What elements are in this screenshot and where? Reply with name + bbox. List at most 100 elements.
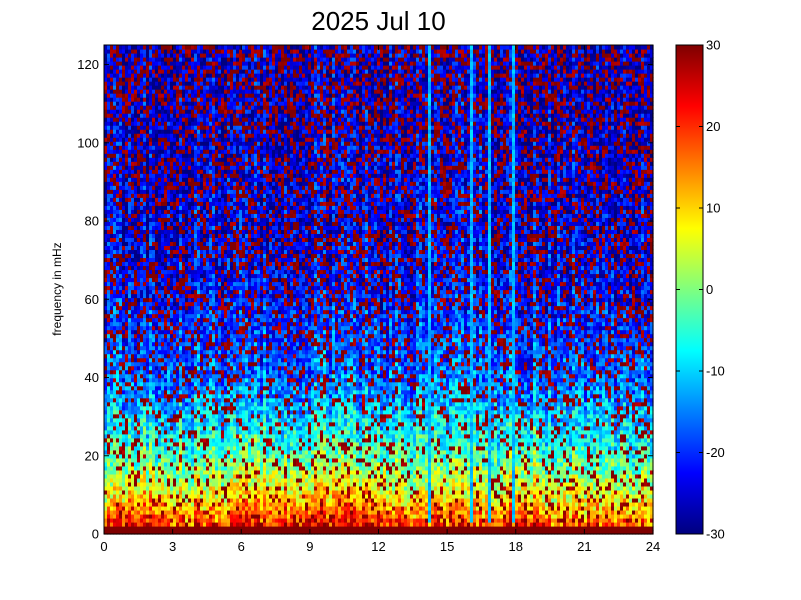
heatmap-cell: [113, 517, 117, 523]
heatmap-cell: [167, 197, 171, 202]
heatmap-cell: [173, 397, 177, 403]
heatmap-cell: [131, 417, 135, 423]
heatmap-cell: [209, 529, 213, 535]
heatmap-cell: [149, 485, 153, 491]
heatmap-cell: [113, 393, 117, 399]
heatmap-cell: [155, 233, 159, 238]
heatmap-cell: [197, 437, 201, 443]
heatmap-cell: [167, 149, 171, 154]
heatmap-cell: [146, 73, 150, 78]
heatmap-cell: [191, 413, 195, 419]
heatmap-cell: [167, 401, 171, 407]
heatmap-cell: [185, 329, 189, 335]
heatmap-cell: [119, 501, 123, 507]
heatmap-cell: [140, 525, 144, 531]
heatmap-cell: [140, 73, 144, 78]
heatmap-cell: [161, 513, 165, 519]
heatmap-cell: [137, 205, 141, 210]
heatmap-cell: [137, 273, 141, 279]
heatmap-cell: [173, 449, 177, 455]
heatmap-cell: [185, 49, 189, 54]
heatmap-cell: [125, 429, 129, 435]
heatmap-cell: [119, 461, 123, 467]
heatmap-cell: [140, 149, 144, 154]
heatmap-cell: [134, 321, 138, 327]
heatmap-cell: [155, 201, 159, 206]
heatmap-cell: [197, 401, 201, 407]
heatmap-cell: [128, 293, 132, 299]
heatmap-cell: [182, 189, 186, 194]
heatmap-cell: [137, 317, 141, 323]
heatmap-cell: [167, 377, 171, 383]
heatmap-cell: [122, 277, 126, 283]
heatmap-cell: [155, 453, 159, 459]
heatmap-cell: [119, 257, 123, 263]
heatmap-cell: [149, 377, 153, 383]
heatmap-cell: [113, 169, 117, 174]
heatmap-cell: [116, 497, 120, 503]
heatmap-cell: [164, 89, 168, 94]
heatmap-cell: [206, 393, 210, 399]
heatmap-cell: [185, 81, 189, 86]
heatmap-cell: [116, 437, 120, 443]
heatmap-cell: [122, 329, 126, 335]
heatmap-cell: [152, 401, 156, 407]
heatmap-cell: [143, 121, 147, 126]
heatmap-cell: [158, 117, 162, 122]
heatmap-cell: [143, 485, 147, 491]
heatmap-cell: [167, 389, 171, 395]
heatmap-cell: [206, 473, 210, 479]
heatmap-cell: [149, 469, 153, 475]
heatmap-cell: [212, 181, 216, 186]
heatmap-cell: [191, 209, 195, 214]
heatmap-cell: [185, 513, 189, 519]
heatmap-cell: [161, 529, 165, 535]
heatmap-cell: [143, 409, 147, 415]
heatmap-cell: [185, 153, 189, 158]
heatmap-cell: [176, 321, 180, 327]
heatmap-cell: [182, 501, 186, 507]
heatmap-cell: [134, 357, 138, 363]
heatmap-cell: [128, 45, 132, 50]
heatmap-cell: [137, 85, 141, 90]
heatmap-cell: [137, 293, 141, 299]
heatmap-cell: [179, 461, 183, 467]
heatmap-cell: [212, 269, 216, 275]
heatmap-cell: [212, 401, 216, 407]
heatmap-cell: [194, 437, 198, 443]
heatmap-cell: [179, 65, 183, 70]
heatmap-cell: [182, 69, 186, 74]
heatmap-cell: [116, 473, 120, 479]
heatmap-cell: [191, 149, 195, 154]
heatmap-cell: [167, 53, 171, 58]
heatmap-cell: [122, 173, 126, 178]
heatmap-cell: [104, 249, 108, 255]
heatmap-cell: [158, 189, 162, 194]
heatmap-cell: [176, 149, 180, 154]
heatmap-cell: [122, 125, 126, 130]
heatmap-cell: [140, 341, 144, 347]
heatmap-cell: [107, 429, 111, 435]
heatmap-cell: [197, 65, 201, 70]
heatmap-cell: [128, 233, 132, 238]
heatmap-cell: [182, 365, 186, 371]
heatmap-cell: [200, 417, 204, 423]
heatmap-cell: [161, 89, 165, 94]
heatmap-cell: [185, 129, 189, 134]
heatmap-cell: [197, 69, 201, 74]
heatmap-cell: [137, 473, 141, 479]
heatmap-cell: [122, 129, 126, 134]
heatmap-cell: [104, 61, 108, 66]
heatmap-cell: [113, 445, 117, 451]
heatmap-cell: [119, 157, 123, 162]
heatmap-cell: [197, 521, 201, 527]
heatmap-cell: [203, 325, 207, 331]
heatmap-cell: [125, 193, 129, 198]
heatmap-cell: [140, 189, 144, 194]
heatmap-cell: [131, 301, 135, 307]
heatmap-cell: [131, 117, 135, 122]
heatmap-cell: [170, 309, 174, 315]
heatmap-cell: [149, 117, 153, 122]
heatmap-cell: [116, 45, 120, 50]
heatmap-cell: [104, 377, 108, 383]
